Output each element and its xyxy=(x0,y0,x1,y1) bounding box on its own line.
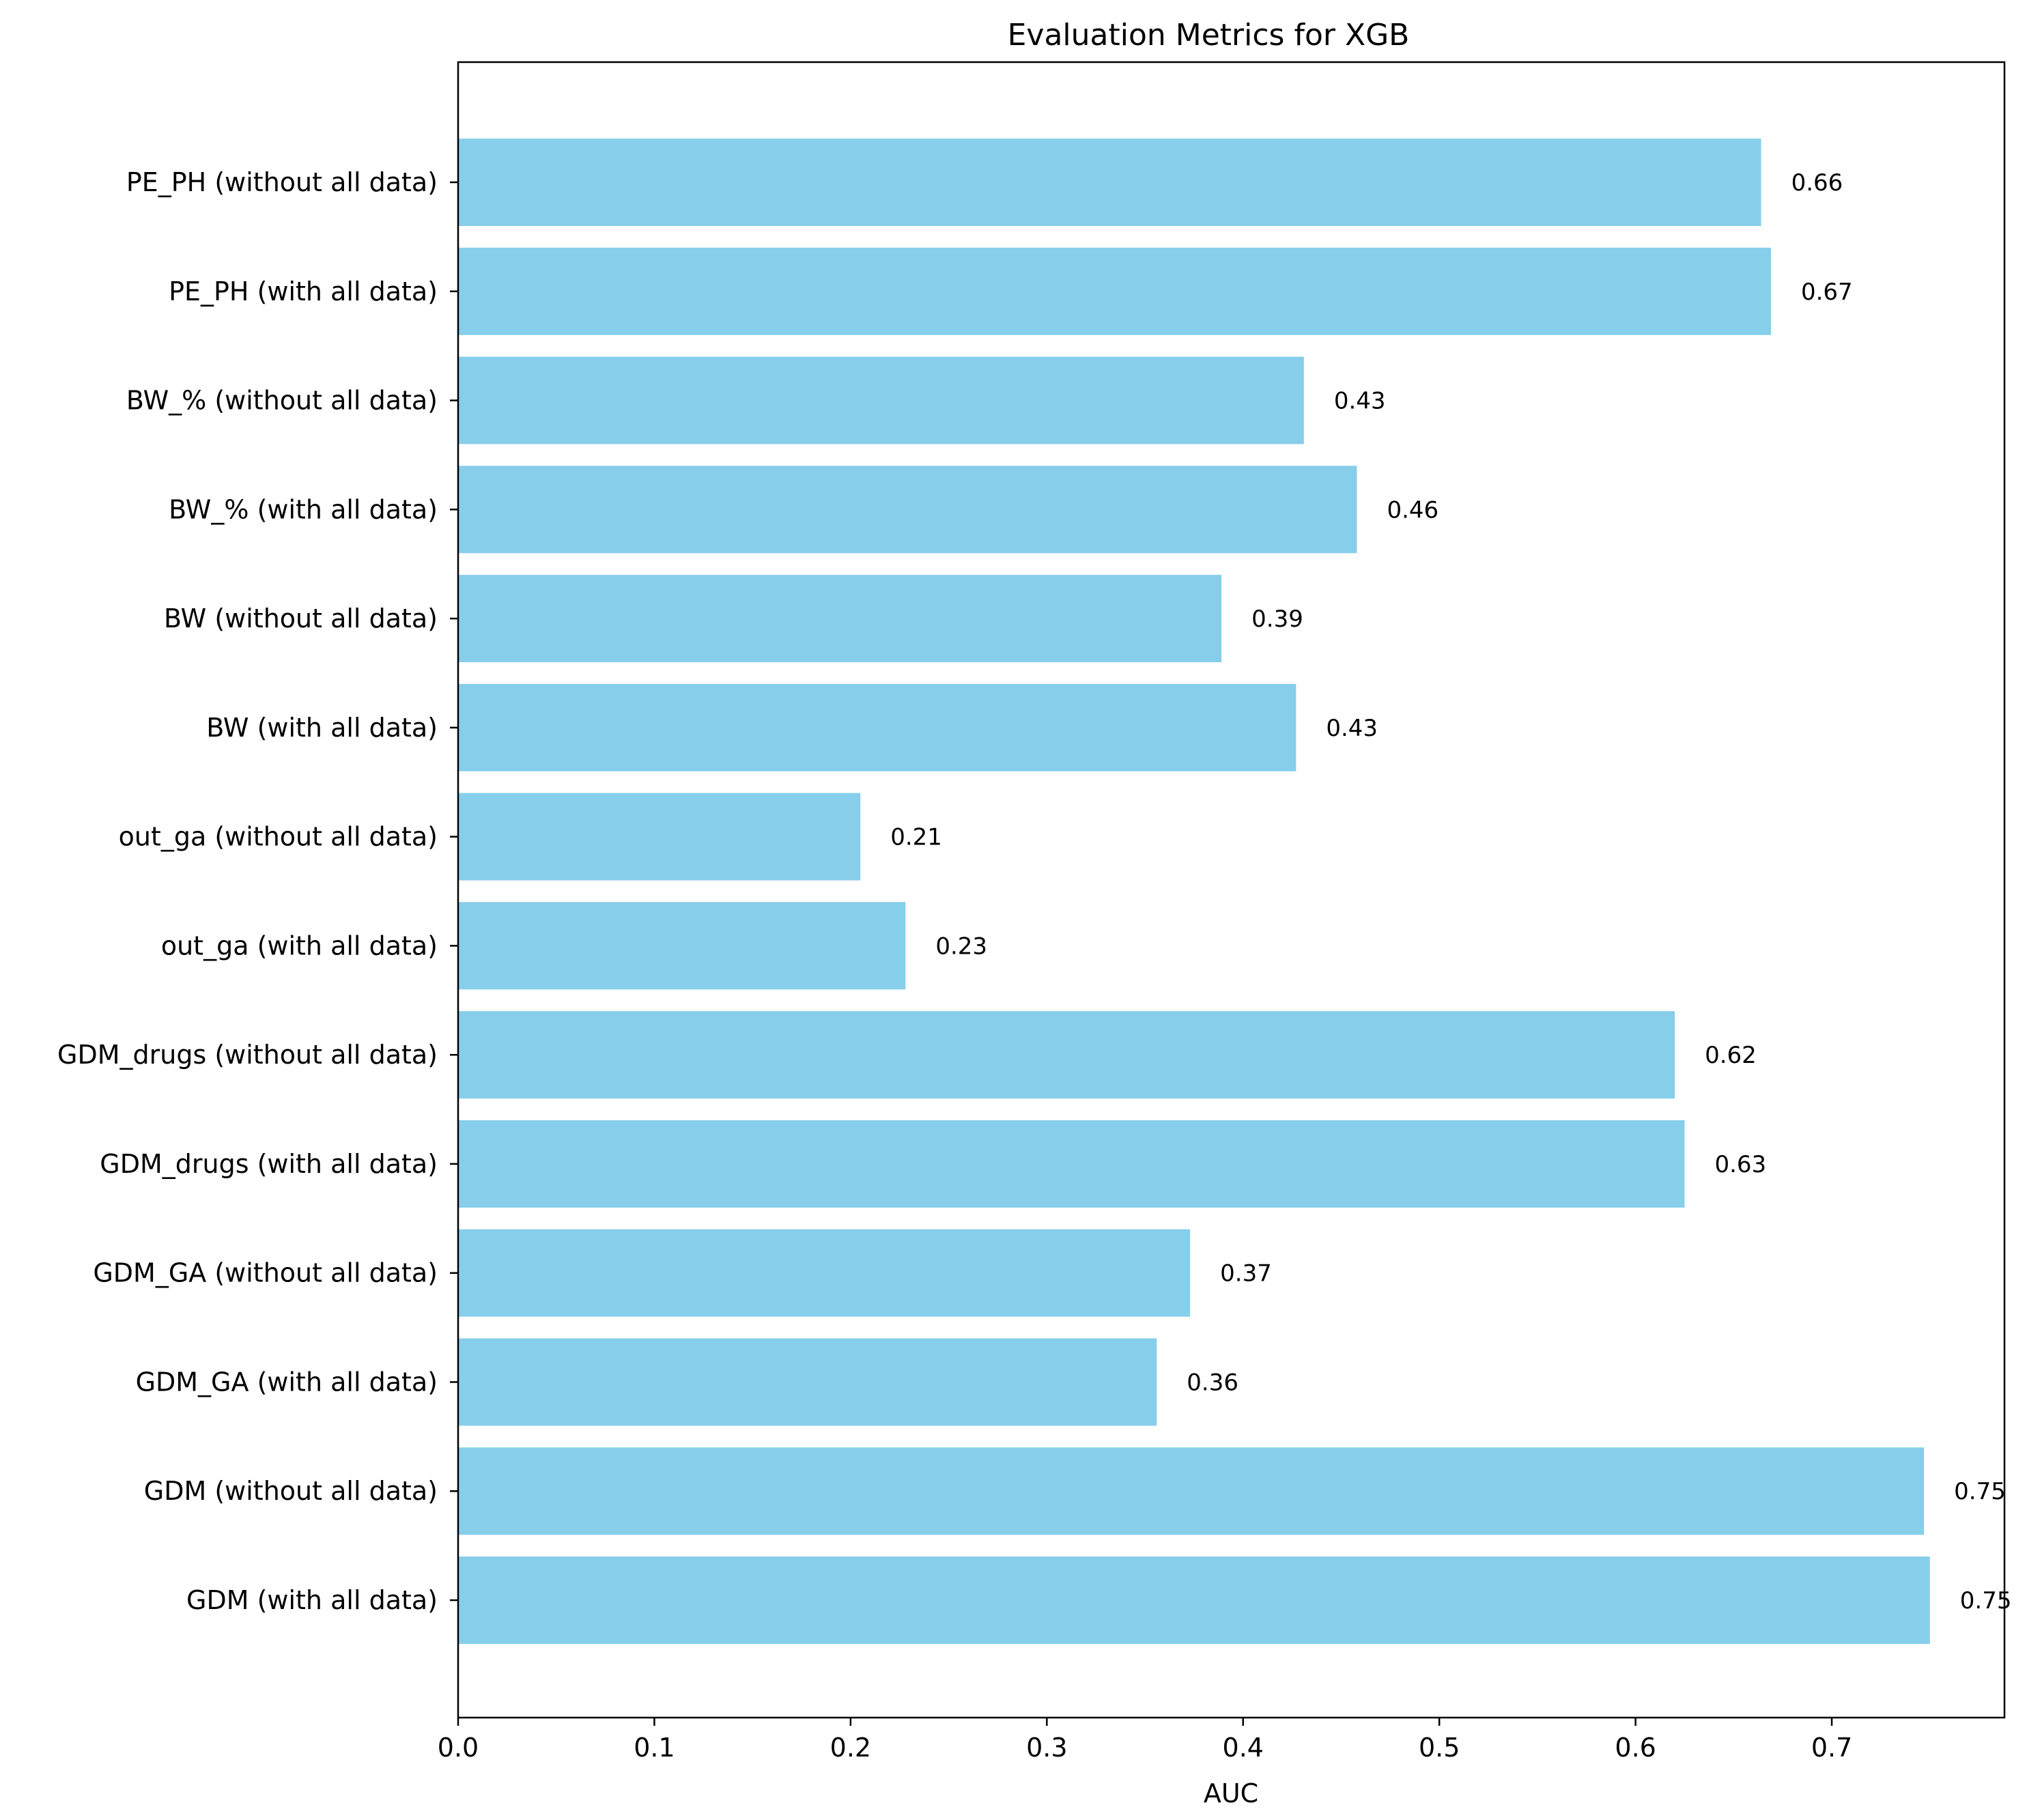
value-label: 0.63 xyxy=(1714,1151,1766,1178)
y-tick-label: BW (with all data) xyxy=(206,713,438,743)
bar xyxy=(458,247,1771,335)
x-axis-label: AUC xyxy=(1204,1778,1258,1808)
y-tick-label: GDM_drugs (with all data) xyxy=(100,1149,438,1179)
value-label: 0.75 xyxy=(1954,1478,2006,1505)
x-tick-label: 0.1 xyxy=(634,1733,675,1763)
x-tick-label: 0.4 xyxy=(1223,1733,1264,1763)
y-tick-label: out_ga (with all data) xyxy=(161,930,438,961)
y-tick-label: GDM (without all data) xyxy=(144,1476,438,1506)
bar xyxy=(458,356,1304,444)
y-tick-label: GDM_GA (with all data) xyxy=(136,1367,438,1397)
bar xyxy=(458,139,1761,226)
bar xyxy=(458,1011,1675,1099)
value-label: 0.37 xyxy=(1220,1260,1272,1288)
y-tick-label: PE_PH (with all data) xyxy=(169,276,438,307)
chart-title: Evaluation Metrics for XGB xyxy=(1008,18,1410,53)
value-label: 0.39 xyxy=(1251,606,1303,633)
x-tick-label: 0.7 xyxy=(1811,1733,1852,1763)
x-tick-label: 0.2 xyxy=(830,1733,871,1763)
plot-area-frame xyxy=(457,61,2006,1719)
y-tick-label: GDM_drugs (without all data) xyxy=(57,1040,438,1070)
value-label: 0.66 xyxy=(1791,169,1843,197)
bar xyxy=(458,575,1222,663)
y-tick-label: BW_% (with all data) xyxy=(169,494,438,524)
y-tick-label: BW (without all data) xyxy=(164,603,438,634)
y-tick-label: GDM_GA (without all data) xyxy=(93,1258,438,1288)
x-tick-label: 0.0 xyxy=(438,1733,479,1763)
y-axis: PE_PH (without all data) PE_PH (with all … xyxy=(57,167,458,1615)
y-tick-label: BW_% (without all data) xyxy=(126,386,438,416)
bar xyxy=(458,466,1357,554)
bar xyxy=(458,1338,1157,1426)
value-label: 0.67 xyxy=(1801,279,1853,306)
bar xyxy=(458,1120,1685,1208)
bar xyxy=(458,1229,1191,1317)
value-label: 0.21 xyxy=(890,824,942,851)
x-tick-label: 0.6 xyxy=(1615,1733,1656,1763)
value-labels-layer: 0.66 0.67 0.43 0.46 0.39 0.43 0.21 0.23 0.62 0.63… xyxy=(890,169,2011,1615)
bar xyxy=(458,793,861,881)
x-axis: 0.0 0.1 0.2 0.3 0.4 0.5 0.6 0.7 xyxy=(438,1718,1852,1763)
value-label: 0.43 xyxy=(1334,388,1386,415)
bars-layer xyxy=(458,139,1930,1645)
y-tick-label: GDM (with all data) xyxy=(186,1585,438,1615)
y-tick-label: PE_PH (without all data) xyxy=(126,167,438,197)
value-label: 0.62 xyxy=(1705,1042,1757,1069)
x-tick-label: 0.5 xyxy=(1419,1733,1460,1763)
value-label: 0.43 xyxy=(1326,715,1378,742)
bar xyxy=(458,1447,1925,1535)
value-label: 0.36 xyxy=(1187,1369,1238,1396)
value-label: 0.23 xyxy=(935,933,987,960)
value-label: 0.75 xyxy=(1960,1587,2012,1615)
bar xyxy=(458,1556,1930,1645)
bar xyxy=(458,683,1296,771)
bar xyxy=(458,902,906,990)
x-tick-label: 0.3 xyxy=(1026,1733,1067,1763)
y-tick-label: out_ga (without all data) xyxy=(119,822,438,852)
value-label: 0.46 xyxy=(1387,496,1438,524)
